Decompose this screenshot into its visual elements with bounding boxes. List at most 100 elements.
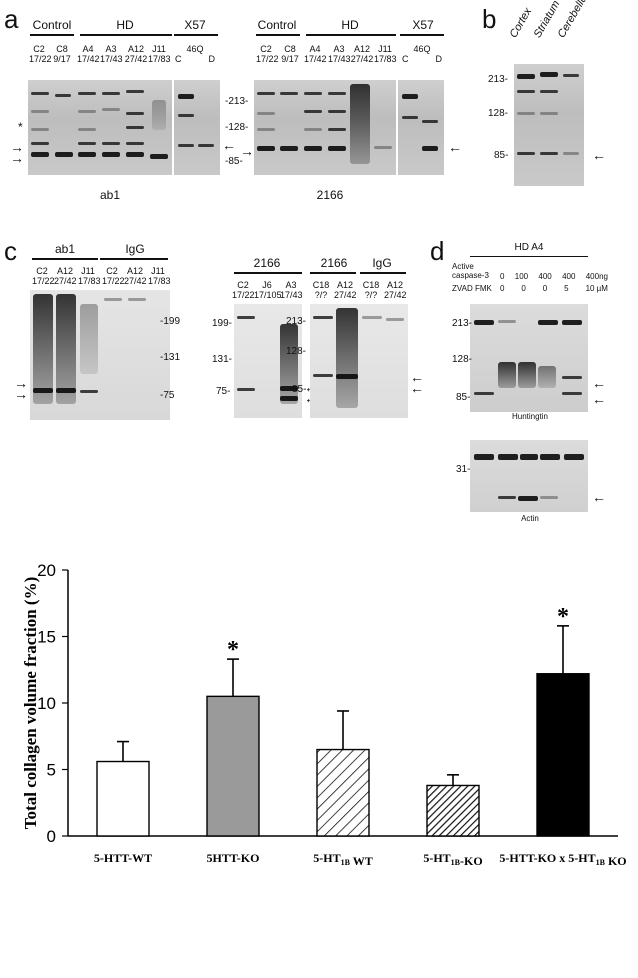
group-rule [310, 272, 356, 274]
lane-sub: 17/22 [232, 290, 255, 300]
value: 0 [500, 284, 505, 293]
mw-marker: 85- [494, 150, 509, 161]
lane-sub: 17/42 [77, 54, 100, 64]
bar [206, 695, 260, 837]
arrow-left-icon: ← [222, 137, 236, 153]
lane-label: J11 17/83 [148, 44, 171, 64]
lane-sub: 27/42 [384, 290, 407, 300]
lane-name: A4 [309, 44, 321, 54]
group-label-2166: 2166 [320, 256, 348, 270]
group-rule [30, 34, 74, 36]
group-rule [400, 34, 444, 36]
lane-sub: 17/42 [304, 54, 327, 64]
lane-label: 46Q C D [402, 44, 442, 64]
arrow-right-icon: → [14, 386, 28, 402]
group-rule [234, 272, 302, 274]
lane-name: C2 [260, 44, 272, 54]
lane-label: Cortex [507, 5, 535, 41]
star-marker: * [18, 120, 23, 134]
lane-name: C2 [237, 280, 249, 290]
lane-name: J11 [152, 44, 166, 54]
group-label-control: Control [32, 18, 72, 32]
lane-sub: 27/42 [54, 276, 77, 286]
blot-caption: 2166 [316, 188, 344, 202]
lane-label: A4 17/42 [304, 44, 327, 64]
lane-name: A3 [333, 44, 345, 54]
lane-label: A4 17/42 [77, 44, 100, 64]
x-tick-label: 5-HTT-KO x 5-HT1B KO [499, 851, 626, 868]
lane-sub: 17/43 [280, 290, 303, 300]
western-blot-brain-regions [514, 64, 584, 186]
lane-name: A3 [285, 280, 297, 290]
lane-label: A12 27/42 [124, 44, 148, 64]
arrow-left-icon: ← [592, 489, 606, 505]
value: 0 [542, 284, 548, 293]
group-label-igg: IgG [125, 242, 145, 256]
mw-marker: 85- [456, 392, 471, 403]
lane-label: A12 27/42 [54, 266, 77, 286]
group-label-2166: 2166 [253, 256, 281, 270]
mw-marker: 213- [286, 316, 307, 327]
lane-label: C2 17/22 [29, 44, 52, 64]
panel-a-letter: a [4, 4, 19, 34]
lane-name: C8 [284, 44, 296, 54]
lane-label: J11 17/83 [78, 266, 101, 286]
value: 100 [514, 272, 529, 281]
lane-name: C2 [36, 266, 48, 276]
lane-sub: 17/43 [100, 54, 123, 64]
arrow-left-icon: ← [592, 375, 606, 391]
lane-sub: 17/22 [29, 54, 52, 64]
group-label-hd: HD [116, 18, 134, 32]
western-blot-ip-ab1 [30, 290, 170, 420]
panel-c-letter: c [4, 236, 17, 266]
y-axis-label: Total collagen volume fraction (%) [21, 577, 40, 829]
lane-label: J11 17/83 [374, 44, 397, 64]
lane-label: A3 17/43 [328, 44, 351, 64]
lane-sub: C [175, 54, 182, 64]
significance-star: * [557, 604, 569, 630]
mw-marker: -131 [160, 352, 181, 363]
lane-sub: 17/83 [78, 276, 101, 286]
group-rule [32, 258, 98, 260]
lane-sub: 17/83 [148, 276, 171, 286]
row-label-caspase: Active caspase-3 [452, 262, 489, 280]
lane-sub: D [208, 54, 216, 64]
mw-marker: -85- [225, 156, 243, 167]
group-rule [306, 34, 396, 36]
arrow-left-icon: ← [592, 147, 606, 163]
lane-name: 46Q [186, 44, 204, 54]
value: 400ng [585, 272, 608, 281]
group-rule [100, 258, 168, 260]
lane-label: A12 27/42 [334, 280, 357, 300]
lane-name: J11 [378, 44, 392, 54]
lane-name: J11 [81, 266, 95, 276]
value: 400 [562, 272, 576, 281]
arrow-right-icon: → [10, 150, 24, 166]
group-rule [256, 34, 300, 36]
western-blot-huntingtin [470, 304, 588, 412]
lane-name: C8 [56, 44, 68, 54]
lane-label: 46Q C D [175, 44, 215, 64]
arrow-left-icon: ← [592, 391, 606, 407]
group-rule [80, 34, 172, 36]
value: 5 [564, 284, 569, 293]
lane-name: C18 [312, 280, 330, 290]
lane-sub: 27/42 [124, 276, 147, 286]
lane-label: J11 17/83 [148, 266, 171, 286]
group-label-igg: IgG [372, 256, 392, 270]
mw-marker: 213- [452, 318, 473, 329]
mw-marker: -213- [225, 96, 249, 107]
mw-marker: 75- [216, 386, 231, 397]
lane-sub: 17/83 [148, 54, 171, 64]
western-blot-ip-2166-igg [310, 304, 408, 418]
value: 0 [500, 272, 505, 281]
lane-label: C2 17/22 [256, 44, 279, 64]
bar [316, 748, 370, 837]
lane-name: J6 [262, 280, 272, 290]
group-label-x57: X57 [412, 18, 434, 32]
blot-caption: ab1 [99, 188, 121, 202]
group-label-ab1: ab1 [54, 242, 76, 256]
panel-d-letter: d [430, 236, 445, 266]
arrow-left-icon: ← [410, 380, 424, 396]
blot-caption-huntingtin: Huntingtin [511, 412, 549, 421]
